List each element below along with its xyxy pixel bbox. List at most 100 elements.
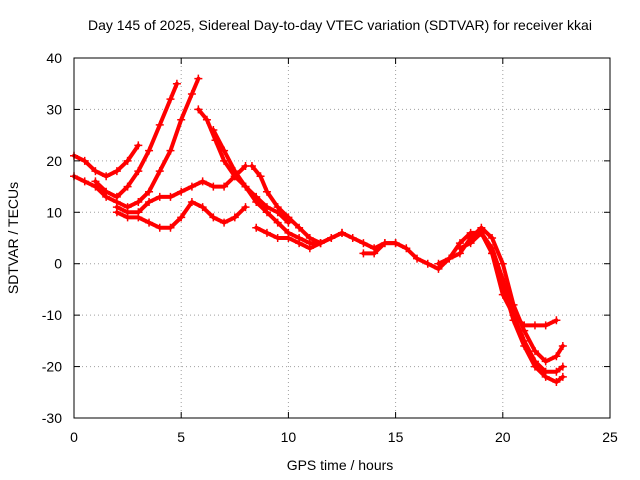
data-point (295, 223, 304, 232)
y-tick-label: 30 (46, 101, 62, 117)
data-point (187, 182, 196, 191)
x-tick-label: 25 (602, 429, 618, 445)
tick-labels: 0 5 10 15 20 25 -30 -20 -10 0 10 20 30 40 (42, 50, 618, 445)
data-point (177, 115, 186, 124)
data-point (488, 249, 497, 258)
data-point (423, 259, 432, 268)
data-point (102, 172, 111, 181)
data-point (488, 234, 497, 242)
y-tick-label: -10 (42, 307, 62, 323)
data-point (466, 234, 475, 242)
x-tick-label: 10 (281, 429, 297, 445)
data-point (220, 146, 229, 155)
series-track-12 (455, 228, 567, 376)
series-track-7 (209, 126, 336, 248)
data-point (434, 259, 443, 268)
series-track (211, 128, 334, 246)
data-point (202, 115, 211, 124)
data-point (552, 378, 561, 386)
x-tick-label: 5 (177, 429, 185, 445)
y-tick-label: -20 (42, 359, 62, 375)
data-points (70, 74, 567, 386)
data-point (145, 218, 154, 227)
data-point (177, 213, 186, 222)
series-track (457, 230, 565, 374)
data-point (256, 172, 265, 181)
series-track (468, 230, 565, 384)
data-point (220, 218, 229, 227)
data-point (552, 352, 561, 361)
data-point (552, 367, 561, 376)
data-point (284, 213, 293, 222)
data-point (134, 198, 143, 206)
data-point (338, 228, 346, 237)
data-point (552, 316, 561, 325)
data-point (359, 239, 368, 248)
x-tick-label: 15 (388, 429, 404, 445)
data-point (80, 177, 89, 186)
data-point (209, 126, 218, 134)
data-point (80, 156, 89, 165)
y-tick-label: 20 (46, 153, 62, 169)
data-point (241, 203, 250, 212)
chart-title: Day 145 of 2025, Sidereal Day-to-day VTE… (88, 17, 592, 33)
grid (74, 58, 610, 418)
data-point (134, 167, 143, 176)
x-tick-label: 0 (70, 429, 78, 445)
data-point (209, 213, 218, 222)
series-track-2 (91, 79, 181, 201)
data-point (348, 234, 357, 242)
data-point (295, 239, 304, 248)
data-point (166, 223, 175, 232)
series-track-11 (434, 223, 567, 366)
plot-frame (73, 57, 611, 419)
data-point (520, 342, 529, 350)
data-point (273, 203, 282, 212)
data-point (155, 192, 164, 201)
data-point (413, 254, 422, 263)
data-point (305, 244, 314, 253)
data-point (155, 167, 164, 176)
series-track (72, 76, 201, 210)
data-point (198, 203, 207, 212)
data-point (380, 239, 389, 248)
data-point (530, 362, 539, 371)
data-point (220, 156, 229, 165)
data-point (166, 146, 175, 155)
data-point (91, 167, 100, 176)
data-point (445, 254, 454, 263)
data-point (177, 187, 186, 196)
data-point (155, 120, 164, 129)
data-point (123, 213, 132, 222)
data-point (284, 234, 293, 242)
data-point (172, 79, 181, 88)
series-track-1 (70, 141, 143, 181)
data-point (327, 234, 336, 242)
data-point (558, 342, 567, 350)
data-point (91, 182, 100, 191)
data-point (230, 213, 239, 222)
data-point (252, 198, 261, 206)
data-point (123, 182, 132, 191)
data-point (187, 90, 196, 98)
data-point (145, 198, 154, 206)
series-track-5 (112, 198, 250, 232)
data-point (273, 218, 282, 227)
data-point (273, 234, 282, 242)
data-point (370, 249, 379, 258)
data-point (145, 146, 154, 155)
y-axis-label: SDTVAR / TECUs (5, 182, 21, 294)
series-track-4 (112, 162, 250, 217)
data-point (305, 234, 314, 242)
data-point (194, 74, 203, 83)
data-point (530, 347, 539, 356)
data-point (230, 167, 239, 176)
series-track-10 (359, 228, 561, 330)
data-point (134, 213, 143, 222)
data-point (194, 105, 203, 114)
data-point (262, 187, 271, 196)
data-point (112, 167, 121, 176)
series-track (93, 81, 179, 199)
